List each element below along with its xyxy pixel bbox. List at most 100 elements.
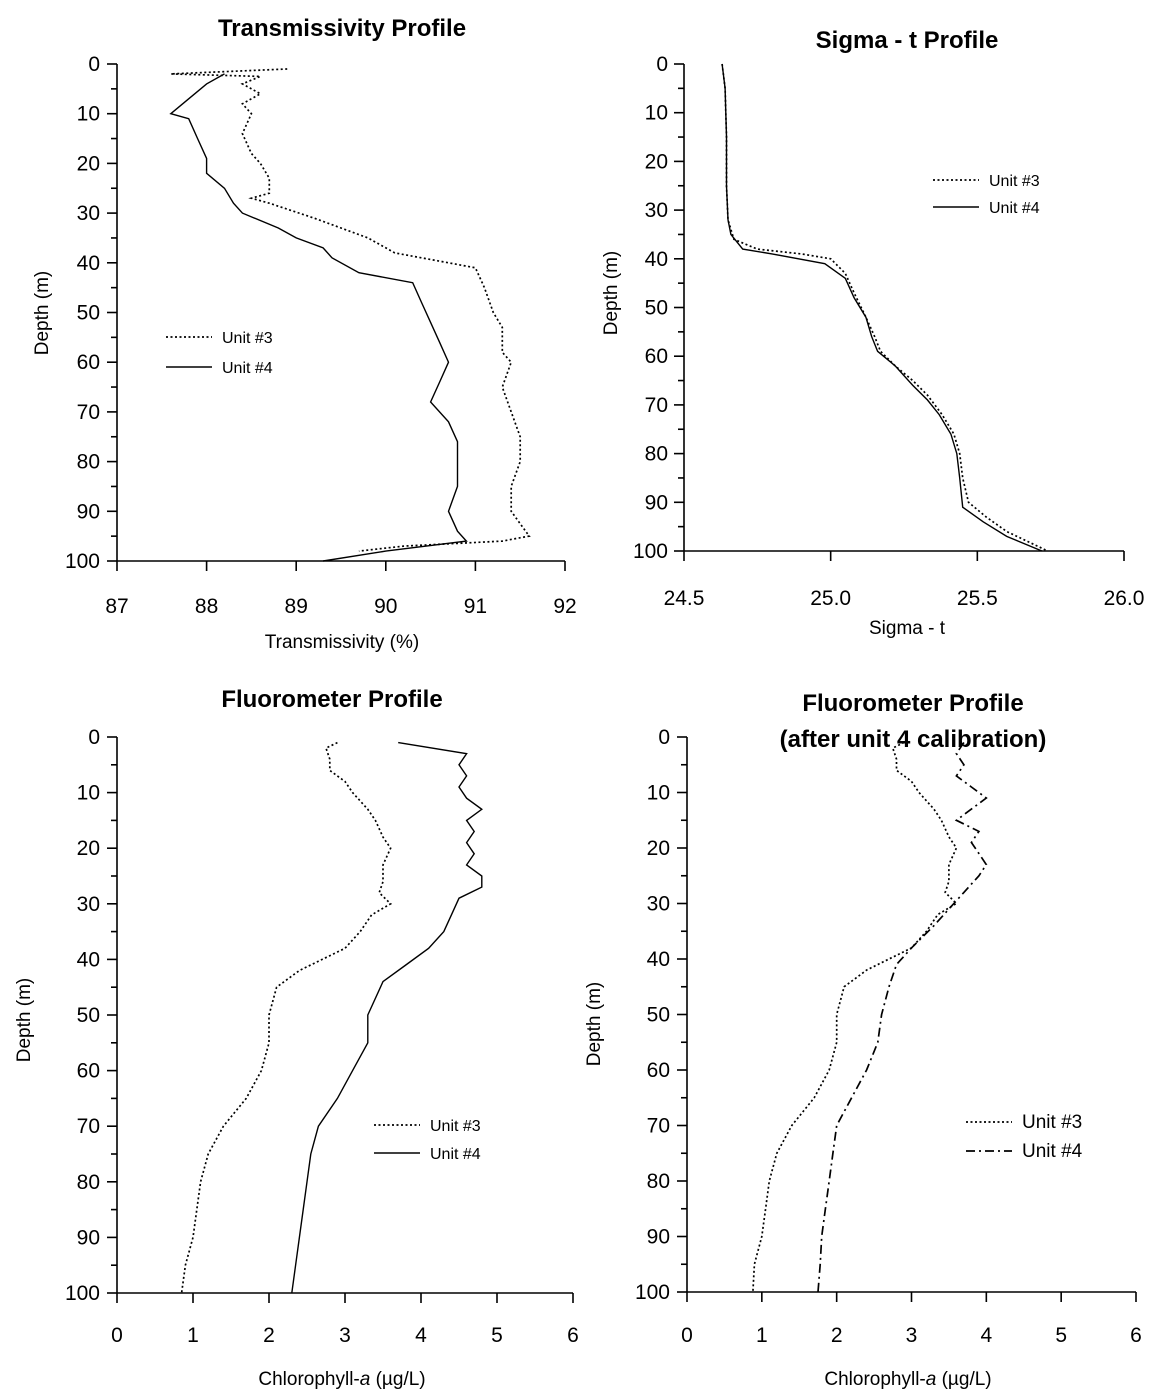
x-tick-label: 1 — [756, 1324, 768, 1347]
x-tick-label: 87 — [105, 595, 128, 618]
y-tick-label: 30 — [645, 199, 668, 222]
legend-label: Unit #3 — [430, 1118, 481, 1135]
y-tick-label: 30 — [647, 893, 670, 916]
y-tick-label: 10 — [77, 103, 100, 126]
y-tick-label: 90 — [77, 500, 100, 523]
legend-label: Unit #4 — [989, 200, 1040, 217]
x-tick-label: 5 — [491, 1324, 503, 1347]
y-tick-label: 90 — [647, 1226, 670, 1249]
y-tick-label: 100 — [65, 1282, 100, 1305]
x-tick-label: 6 — [567, 1324, 579, 1347]
x-tick-label: 3 — [906, 1324, 918, 1347]
y-tick-label: 0 — [658, 726, 670, 749]
fluorometer-calibrated-chart: Fluorometer Profile (after unit 4 calibr… — [584, 690, 1142, 1390]
y-tick-label: 90 — [645, 491, 668, 514]
y-tick-label: 20 — [645, 150, 668, 173]
x-tick-label: 91 — [464, 595, 487, 618]
y-tick-label: 60 — [77, 1060, 100, 1083]
x-tick-label: 2 — [831, 1324, 843, 1347]
x-axis-label: Chlorophyll-a (µg/L) — [258, 1369, 425, 1390]
legend-label: Unit #3 — [222, 330, 273, 347]
y-tick-label: 0 — [88, 53, 100, 76]
y-tick-label: 40 — [645, 248, 668, 271]
y-tick-label: 70 — [77, 1115, 100, 1138]
y-tick-label: 70 — [77, 401, 100, 424]
chart-title: Fluorometer Profile — [221, 686, 442, 713]
x-axis-label: Sigma - t — [869, 618, 946, 639]
y-tick-label: 40 — [77, 252, 100, 275]
y-tick-label: 50 — [77, 1004, 100, 1027]
x-axis-label: Chlorophyll-a (µg/L) — [824, 1369, 991, 1390]
legend-label: Unit #4 — [222, 360, 273, 377]
y-axis-label: Depth (m) — [584, 982, 605, 1066]
y-tick-label: 60 — [647, 1059, 670, 1082]
x-axis-label-unit: (µg/L) — [936, 1369, 991, 1390]
x-tick-label: 90 — [374, 595, 397, 618]
legend-label: Unit #4 — [1022, 1141, 1083, 1162]
y-tick-label: 50 — [647, 1004, 670, 1027]
series-line-unit-3 — [170, 68, 531, 552]
y-tick-label: 60 — [645, 345, 668, 368]
y-axis-label: Depth (m) — [601, 251, 622, 335]
x-tick-label: 0 — [681, 1324, 693, 1347]
chart-title-line2: (after unit 4 calibration) — [780, 726, 1047, 753]
x-axis-label-italic: a — [926, 1369, 937, 1390]
sigma-t-chart: Sigma - t Profile Sigma - t Depth (m) 0 1… — [601, 27, 1144, 639]
y-tick-label: 20 — [77, 152, 100, 175]
y-tick-label: 0 — [88, 726, 100, 749]
y-tick-label: 100 — [635, 1281, 670, 1304]
y-tick-label: 20 — [647, 837, 670, 860]
chart-title: Sigma - t Profile — [816, 27, 999, 54]
y-tick-label: 10 — [647, 782, 670, 805]
x-tick-label: 4 — [415, 1324, 427, 1347]
x-tick-label: 6 — [1130, 1324, 1142, 1347]
x-tick-label: 89 — [285, 595, 308, 618]
x-tick-label: 1 — [187, 1324, 199, 1347]
x-tick-label: 3 — [339, 1324, 351, 1347]
y-tick-label: 0 — [656, 53, 668, 76]
y-tick-label: 80 — [647, 1170, 670, 1193]
y-tick-label: 80 — [77, 1171, 100, 1194]
y-tick-label: 50 — [77, 302, 100, 325]
chart-title: Transmissivity Profile — [218, 15, 466, 42]
chart-title-line1: Fluorometer Profile — [802, 690, 1023, 717]
x-tick-label: 4 — [980, 1324, 992, 1347]
x-tick-label: 25.0 — [810, 587, 851, 610]
legend-label: Unit #4 — [430, 1146, 481, 1163]
y-axis-label: Depth (m) — [14, 978, 35, 1062]
x-tick-label: 0 — [111, 1324, 123, 1347]
series-line-unit-4 — [721, 63, 1043, 552]
y-tick-label: 100 — [65, 550, 100, 573]
y-tick-label: 100 — [633, 540, 668, 563]
series-line-unit-3 — [721, 63, 1049, 552]
x-tick-label: 25.5 — [957, 587, 998, 610]
x-tick-label: 88 — [195, 595, 218, 618]
y-tick-label: 60 — [77, 351, 100, 374]
series-line-unit-4 — [817, 742, 988, 1293]
y-tick-label: 10 — [77, 782, 100, 805]
transmissivity-chart: Transmissivity Profile Transmissivity (%… — [32, 15, 577, 653]
y-tick-label: 70 — [647, 1115, 670, 1138]
y-axis-label: Depth (m) — [32, 271, 53, 355]
legend-label: Unit #3 — [989, 173, 1040, 190]
y-tick-label: 40 — [647, 948, 670, 971]
x-tick-label: 5 — [1055, 1324, 1067, 1347]
y-tick-label: 50 — [645, 297, 668, 320]
x-axis-label-italic: a — [360, 1369, 371, 1390]
series-line-unit-3 — [752, 741, 958, 1293]
x-axis-label: Transmissivity (%) — [265, 632, 419, 653]
series-line-unit-4 — [169, 73, 468, 562]
fluorometer-chart: Fluorometer Profile Chlorophyll-a (µg/L)… — [14, 686, 579, 1390]
series-line-unit-4 — [291, 741, 483, 1294]
series-line-unit-3 — [180, 741, 392, 1294]
y-tick-label: 70 — [645, 394, 668, 417]
y-tick-label: 30 — [77, 893, 100, 916]
y-tick-label: 20 — [77, 837, 100, 860]
y-tick-label: 80 — [645, 443, 668, 466]
legend-label: Unit #3 — [1022, 1112, 1082, 1133]
x-tick-label: 26.0 — [1104, 587, 1145, 610]
x-axis-label-main: Chlorophyll- — [258, 1369, 359, 1390]
y-tick-label: 40 — [77, 948, 100, 971]
x-axis-label-unit: (µg/L) — [370, 1369, 425, 1390]
